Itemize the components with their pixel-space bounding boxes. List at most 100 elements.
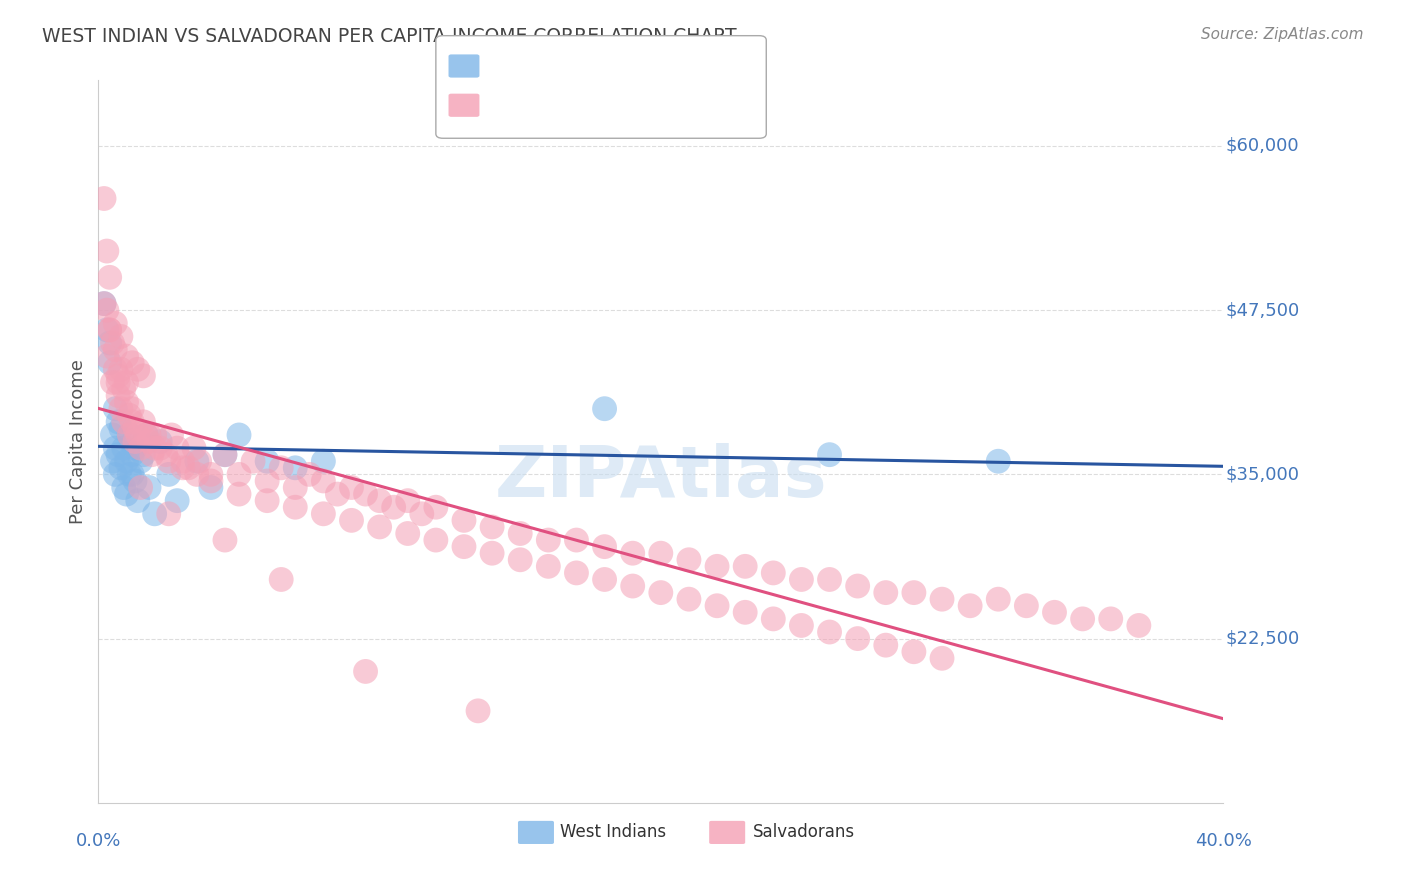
Point (931, 592, 953, 607)
Point (186, 454, 208, 468)
Text: R =: R = (485, 56, 522, 74)
Point (112, 415, 135, 429)
Point (593, 401, 616, 416)
Point (121, 415, 143, 429)
Point (115, 454, 138, 468)
Point (104, 467, 127, 482)
Point (509, 553, 531, 567)
Text: $22,500: $22,500 (1226, 630, 1299, 648)
FancyBboxPatch shape (709, 821, 745, 844)
Point (172, 460, 194, 475)
Text: Source: ZipAtlas.com: Source: ZipAtlas.com (1201, 27, 1364, 42)
Point (135, 428, 157, 442)
Point (124, 441, 146, 455)
Point (621, 579, 644, 593)
Point (1043, 605, 1066, 619)
Point (104, 362, 127, 376)
Point (312, 507, 335, 521)
Point (96, 349, 118, 363)
Text: 0.0%: 0.0% (76, 831, 121, 850)
Point (411, 507, 433, 521)
Point (93, 296, 115, 310)
Point (166, 493, 188, 508)
Point (790, 573, 813, 587)
Point (104, 441, 127, 455)
Point (96, 323, 118, 337)
Point (110, 421, 132, 435)
Point (107, 448, 129, 462)
Point (101, 376, 124, 390)
Point (425, 533, 447, 547)
Point (228, 467, 250, 482)
Point (1015, 599, 1038, 613)
Point (650, 585, 672, 599)
Point (593, 573, 616, 587)
Point (1071, 612, 1094, 626)
Point (228, 487, 250, 501)
Text: $47,500: $47,500 (1226, 301, 1299, 319)
Point (214, 533, 236, 547)
Point (453, 513, 475, 527)
Point (987, 592, 1010, 607)
Point (326, 487, 349, 501)
Point (96, 303, 118, 318)
Point (340, 513, 363, 527)
Point (228, 428, 250, 442)
Point (565, 533, 588, 547)
Point (101, 428, 124, 442)
Point (987, 454, 1010, 468)
Point (135, 428, 157, 442)
Text: 40.0%: 40.0% (1195, 831, 1251, 850)
Point (127, 428, 149, 442)
Point (790, 618, 813, 632)
Point (425, 500, 447, 515)
Point (107, 368, 129, 383)
Point (118, 428, 141, 442)
Point (706, 599, 728, 613)
Point (762, 566, 785, 580)
Point (118, 428, 141, 442)
Text: 128: 128 (661, 95, 696, 113)
Point (98, 323, 121, 337)
Point (129, 441, 152, 455)
Point (678, 592, 700, 607)
Point (98, 323, 121, 337)
Point (256, 493, 278, 508)
Point (104, 316, 127, 330)
Point (1099, 612, 1122, 626)
Y-axis label: Per Capita Income: Per Capita Income (69, 359, 87, 524)
Point (565, 566, 588, 580)
Point (112, 382, 135, 396)
Point (110, 329, 132, 343)
Text: N =: N = (609, 56, 645, 74)
Point (875, 638, 897, 652)
Text: West Indians: West Indians (560, 822, 665, 840)
Point (284, 481, 307, 495)
Point (143, 507, 166, 521)
Point (200, 481, 222, 495)
Point (453, 540, 475, 554)
Point (875, 585, 897, 599)
Point (183, 441, 205, 455)
Point (93, 192, 115, 206)
Text: $35,000: $35,000 (1226, 466, 1299, 483)
Point (382, 500, 405, 515)
Point (138, 434, 160, 449)
Point (96, 244, 118, 258)
Point (107, 376, 129, 390)
Point (706, 559, 728, 574)
Point (762, 612, 785, 626)
Point (188, 454, 211, 468)
Text: Salvadorans: Salvadorans (754, 822, 855, 840)
Point (1128, 618, 1150, 632)
Point (593, 540, 616, 554)
Point (118, 467, 141, 482)
Point (110, 401, 132, 416)
Point (124, 421, 146, 435)
Point (98, 336, 121, 351)
Point (138, 481, 160, 495)
Text: R =: R = (485, 95, 522, 113)
Point (621, 546, 644, 560)
Point (214, 448, 236, 462)
Point (166, 441, 188, 455)
